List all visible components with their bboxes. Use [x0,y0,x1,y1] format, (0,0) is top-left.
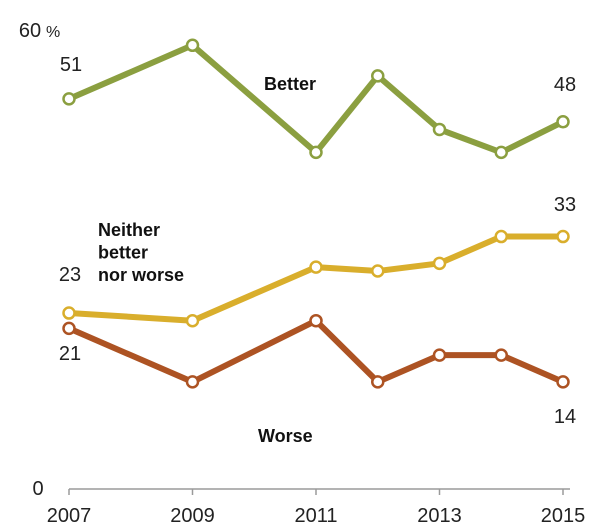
data-label: 48 [554,74,576,96]
data-point [371,69,385,83]
data-label: 51 [60,54,82,76]
data-point [494,348,508,362]
data-point [185,38,200,53]
data-point [371,264,385,278]
x-tick-label: 2007 [47,505,92,526]
data-point [494,229,508,244]
data-point [309,260,323,274]
axis-layer: 2007 2009 2011 2013 2015 0 60% [19,20,585,526]
y-unit-label: % [46,24,60,41]
data-point [185,375,200,389]
x-tick-label: 2013 [417,505,462,526]
x-tick-label: 2015 [541,505,586,526]
data-point [432,348,447,362]
series-name-label: Worse [258,426,313,446]
data-point [494,145,508,160]
data-point [309,145,323,160]
data-point [309,313,323,328]
x-tick-label: 2009 [170,505,215,526]
series-name-label: Better [264,74,316,94]
data-point [556,229,570,244]
data-point [62,321,76,336]
data-point [556,375,570,389]
data-point [185,313,200,328]
x-tick-label: 2011 [294,505,337,526]
data-point [62,92,76,106]
data-point [556,115,570,129]
data-label: 33 [554,194,576,216]
data-point [432,122,447,137]
data-label: 14 [554,406,576,428]
data-point [371,375,385,389]
data-point [432,256,447,271]
y-tick-label: 0 [32,478,43,500]
series-line [66,42,566,156]
data-point [62,306,76,320]
data-label: 23 [59,264,81,286]
series-line [66,317,566,385]
series-name-label: Neither better nor worse [98,220,184,285]
y-tick-label: 60 [19,20,41,42]
label-layer: 51 48 23 33 21 14 Better Neither better nor worse… [59,54,576,446]
data-label: 21 [59,343,81,365]
series-layer [62,38,570,389]
